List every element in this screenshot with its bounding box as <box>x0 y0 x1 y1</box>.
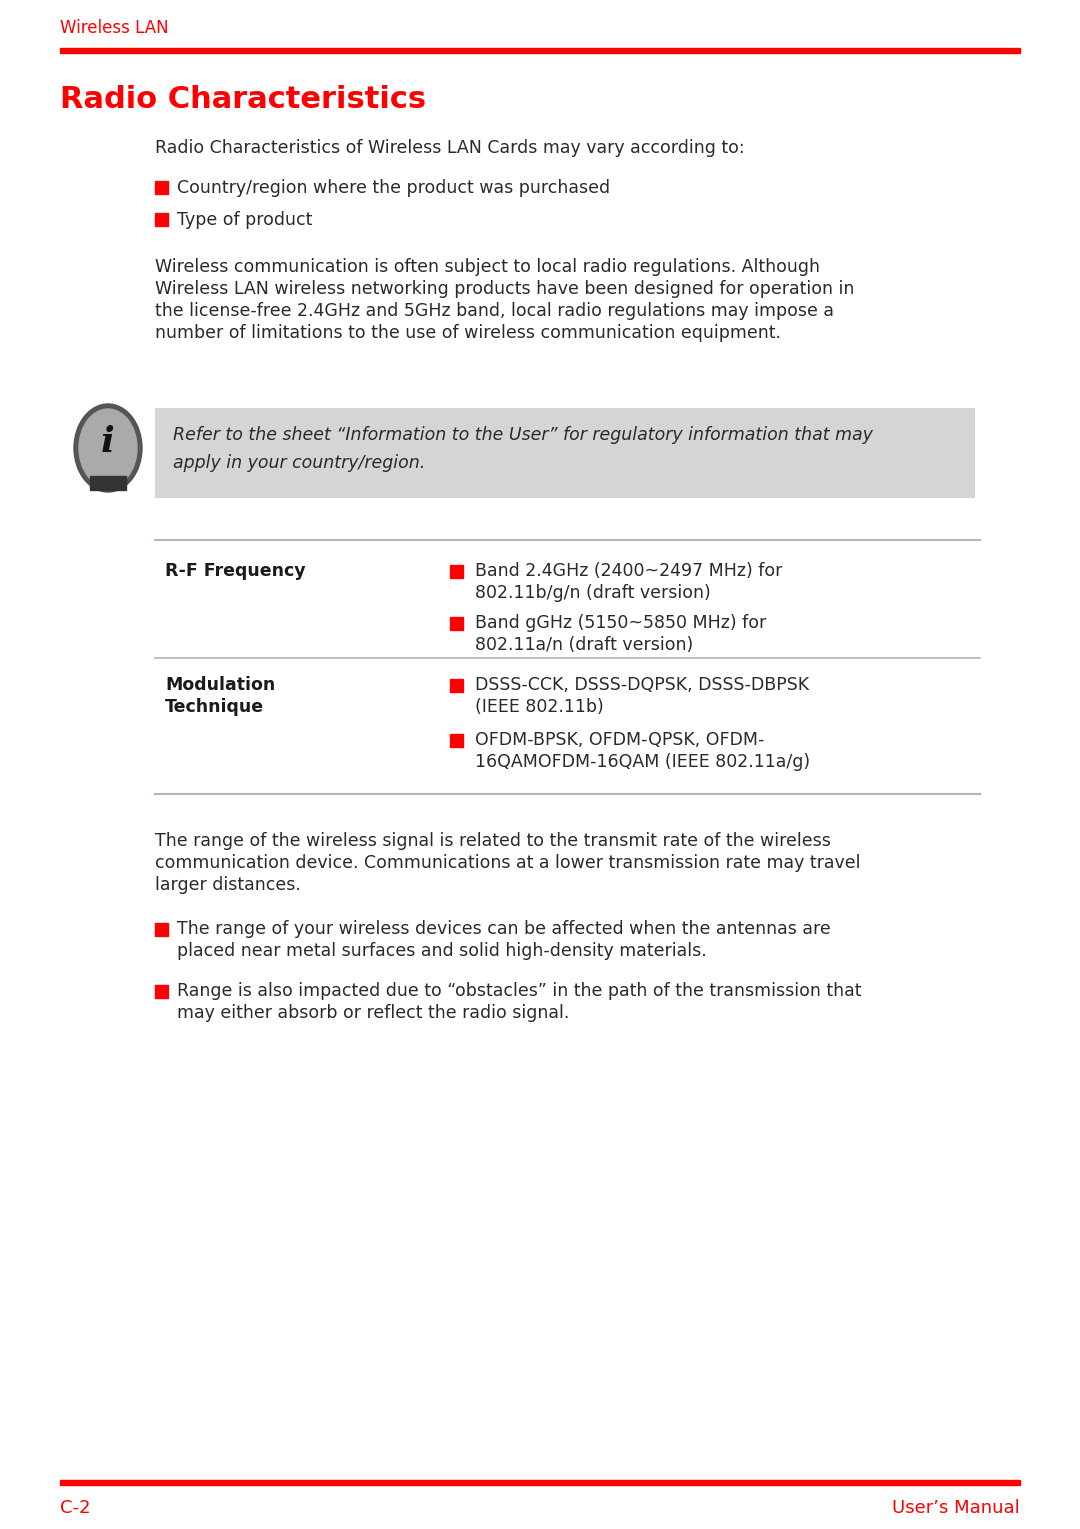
Text: number of limitations to the use of wireless communication equipment.: number of limitations to the use of wire… <box>156 324 781 342</box>
Text: Radio Characteristics of Wireless LAN Cards may vary according to:: Radio Characteristics of Wireless LAN Ca… <box>156 139 744 157</box>
Text: Technique: Technique <box>165 699 265 716</box>
Bar <box>156 213 168 226</box>
Bar <box>450 734 463 748</box>
Text: Radio Characteristics: Radio Characteristics <box>60 86 427 115</box>
Text: Band 2.4GHz (2400~2497 MHz) for: Band 2.4GHz (2400~2497 MHz) for <box>475 563 782 579</box>
Text: Wireless LAN: Wireless LAN <box>60 18 168 37</box>
Text: Country/region where the product was purchased: Country/region where the product was pur… <box>177 179 610 197</box>
Text: Refer to the sheet “Information to the User” for regulatory information that may: Refer to the sheet “Information to the U… <box>173 427 873 443</box>
Text: Modulation: Modulation <box>165 676 275 694</box>
FancyBboxPatch shape <box>156 408 975 498</box>
Text: DSSS-CCK, DSSS-DQPSK, DSSS-DBPSK: DSSS-CCK, DSSS-DQPSK, DSSS-DBPSK <box>475 676 809 694</box>
Text: User’s Manual: User’s Manual <box>892 1498 1020 1517</box>
Text: Range is also impacted due to “obstacles” in the path of the transmission that: Range is also impacted due to “obstacles… <box>177 982 862 1000</box>
Bar <box>156 924 168 936</box>
Text: Band gGHz (5150~5850 MHz) for: Band gGHz (5150~5850 MHz) for <box>475 615 766 631</box>
Text: larger distances.: larger distances. <box>156 876 301 894</box>
Bar <box>60 47 1020 54</box>
Bar <box>60 1480 1020 1485</box>
Text: may either absorb or reflect the radio signal.: may either absorb or reflect the radio s… <box>177 1005 569 1021</box>
Text: OFDM-BPSK, OFDM-QPSK, OFDM-: OFDM-BPSK, OFDM-QPSK, OFDM- <box>475 731 765 749</box>
Text: The range of your wireless devices can be affected when the antennas are: The range of your wireless devices can b… <box>177 920 831 937</box>
Text: placed near metal surfaces and solid high-density materials.: placed near metal surfaces and solid hig… <box>177 942 706 960</box>
Text: C-2: C-2 <box>60 1498 91 1517</box>
Text: the license-free 2.4GHz and 5GHz band, local radio regulations may impose a: the license-free 2.4GHz and 5GHz band, l… <box>156 303 834 320</box>
Bar <box>90 476 126 489</box>
Bar <box>450 618 463 630</box>
Text: communication device. Communications at a lower transmission rate may travel: communication device. Communications at … <box>156 855 861 872</box>
Bar <box>450 679 463 693</box>
Ellipse shape <box>79 408 137 488</box>
Text: apply in your country/region.: apply in your country/region. <box>173 454 426 472</box>
Bar <box>156 180 168 194</box>
Text: 802.11b/g/n (draft version): 802.11b/g/n (draft version) <box>475 584 711 602</box>
Text: 16QAMOFDM-16QAM (IEEE 802.11a/g): 16QAMOFDM-16QAM (IEEE 802.11a/g) <box>475 752 810 771</box>
Text: i: i <box>102 425 114 459</box>
Text: The range of the wireless signal is related to the transmit rate of the wireless: The range of the wireless signal is rela… <box>156 832 831 850</box>
Text: Wireless LAN wireless networking products have been designed for operation in: Wireless LAN wireless networking product… <box>156 280 854 298</box>
Bar <box>156 985 168 998</box>
Text: 802.11a/n (draft version): 802.11a/n (draft version) <box>475 636 693 654</box>
Ellipse shape <box>75 404 141 492</box>
Text: (IEEE 802.11b): (IEEE 802.11b) <box>475 699 604 716</box>
Text: Wireless communication is often subject to local radio regulations. Although: Wireless communication is often subject … <box>156 258 820 277</box>
Text: R-F Frequency: R-F Frequency <box>165 563 306 579</box>
Bar <box>450 566 463 578</box>
Text: Type of product: Type of product <box>177 211 312 229</box>
